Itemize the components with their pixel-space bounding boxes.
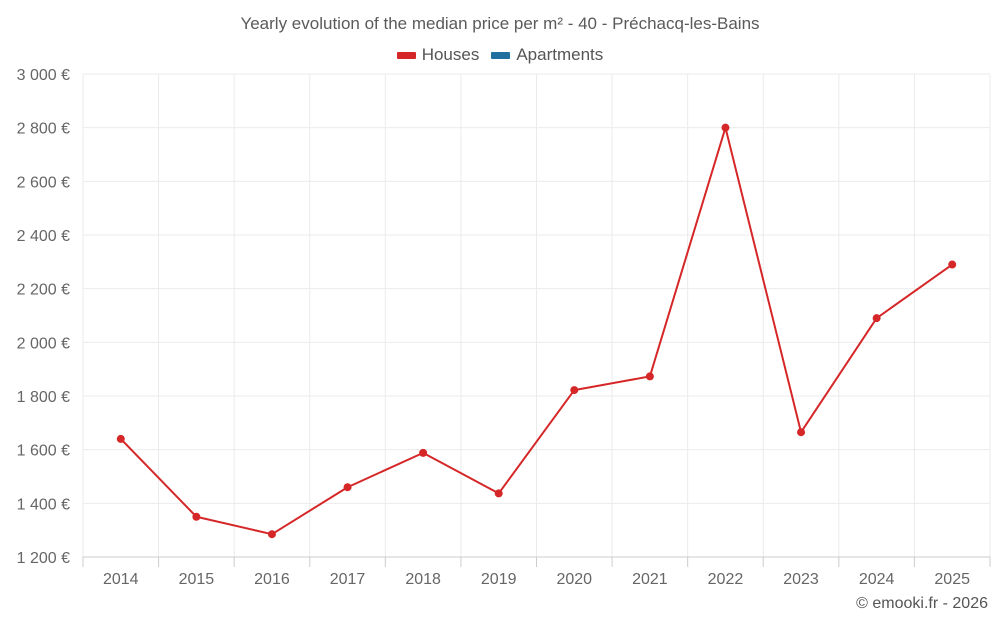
data-point [267,530,276,539]
credit-text: © emooki.fr - 2026 [856,595,988,612]
legend-swatch-houses [396,51,416,59]
y-tick-label: 2 800 € [17,121,70,138]
x-tick-label: 2020 [556,571,592,588]
data-point [192,512,201,521]
grid [82,73,991,557]
data-point [419,448,428,457]
x-tick-label: 2024 [859,571,895,588]
x-tick-label: 2016 [254,571,290,588]
series-houses [116,123,957,539]
x-tick-label: 2023 [783,571,819,588]
x-tick-label: 2021 [632,571,668,588]
y-tick-label: 2 600 € [17,174,70,191]
data-point [948,260,957,269]
legend-label-houses: Houses [421,45,480,64]
x-tick-label: 2014 [103,571,139,588]
data-point [343,483,352,492]
y-tick-label: 1 600 € [17,443,70,460]
y-tick-label: 1 200 € [17,550,70,567]
y-tick-label: 1 800 € [17,389,70,406]
data-point [116,434,125,443]
legend-label-apartments: Apartments [516,45,604,64]
data-point [797,428,806,437]
legend: Houses Apartments [0,45,1000,65]
legend-item-houses[interactable]: Houses [396,45,480,65]
y-tick-label: 2 200 € [17,282,70,299]
y-tick-label: 2 000 € [17,335,70,352]
legend-swatch-apartments [491,51,511,59]
data-point [872,314,881,323]
legend-item-apartments[interactable]: Apartments [491,45,603,65]
y-tick-label: 2 400 € [17,228,70,245]
chart-title: Yearly evolution of the median price per… [240,14,760,33]
data-point [721,123,730,132]
x-tick-label: 2019 [481,571,517,588]
y-tick-label: 3 000 € [17,67,70,84]
data-point [570,386,579,395]
axes: 1 200 € 1 400 € 1 600 € 1 800 € 2 000 € 2 200… [17,67,991,588]
data-point [494,489,503,498]
x-tick-label: 2017 [330,571,366,588]
x-tick-label: 2018 [405,571,441,588]
series-line [120,126,953,536]
x-tick-label: 2025 [934,571,970,588]
x-tick-label: 2015 [179,571,215,588]
data-point [645,372,654,381]
x-tick-label: 2022 [708,571,744,588]
y-tick-label: 1 400 € [17,496,70,513]
